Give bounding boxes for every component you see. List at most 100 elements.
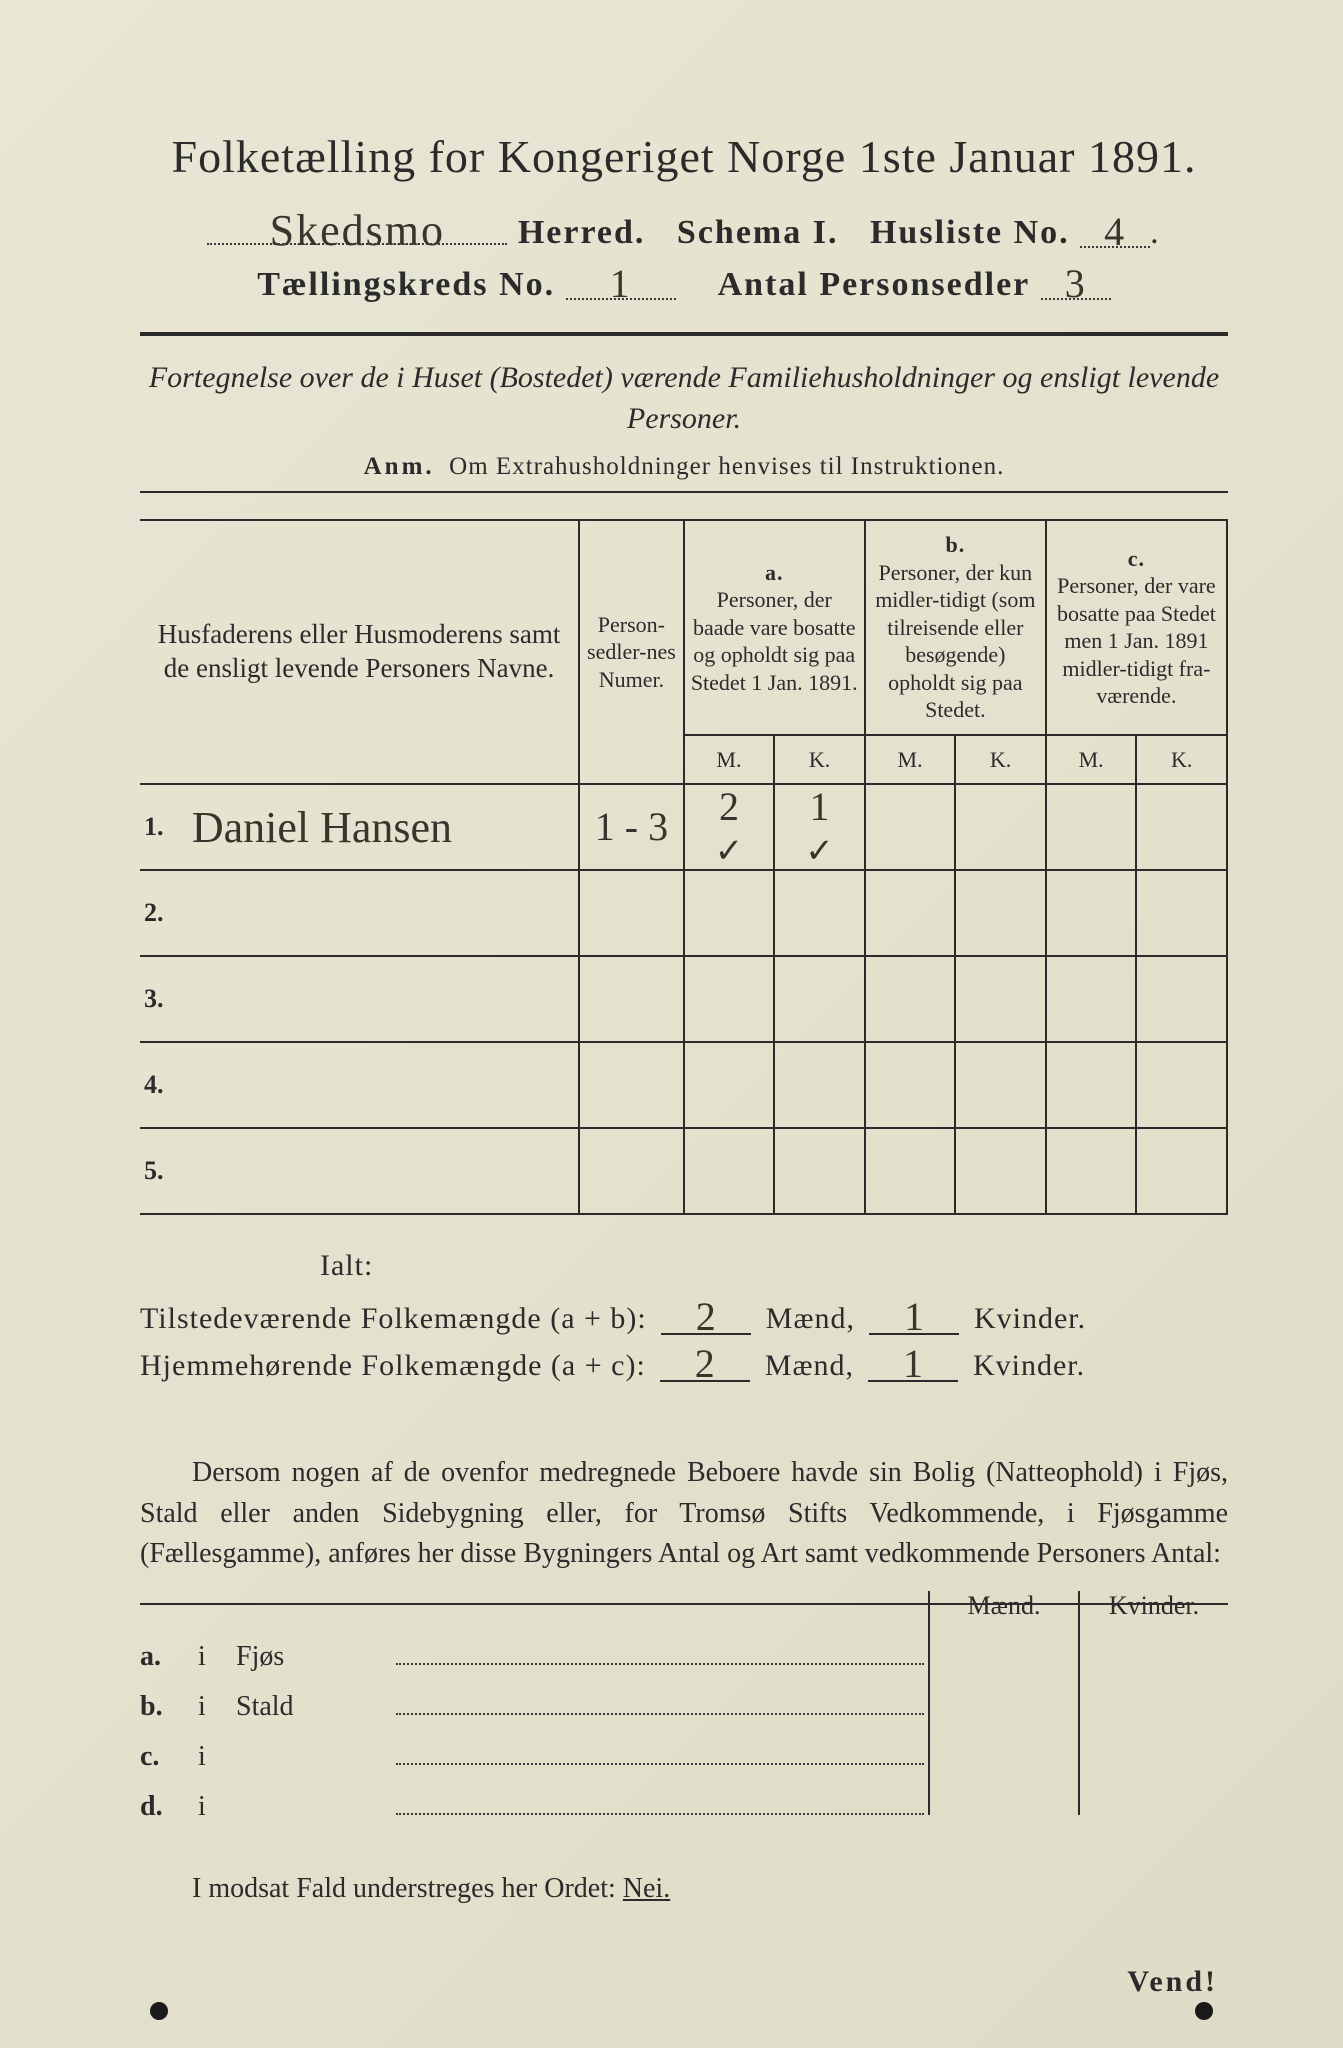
row-aK-hw: 1 <box>810 791 830 823</box>
col-b-text: Personer, der kun midler-tidigt (som til… <box>875 560 1035 723</box>
abcd-what: Stald <box>236 1691 396 1723</box>
totals-r1-m-slot: 2 <box>661 1299 751 1335</box>
binding-hole-icon <box>150 2002 168 2020</box>
col-header-numer: Person-sedler-nes Numer. <box>579 520 684 784</box>
row-aM <box>684 1128 775 1214</box>
row-number: 4. <box>140 1042 182 1128</box>
col-header-names-text: Husfaderens eller Husmoderens samt de en… <box>158 619 561 683</box>
nei-line: I modsat Fald understreges her Ordet: Ne… <box>140 1873 1228 1905</box>
row-numer: 1 - 3 <box>579 784 684 870</box>
vend-label: Vend! <box>140 1965 1228 1999</box>
row-aK <box>774 1128 865 1214</box>
sub-a-m: M. <box>684 735 775 785</box>
label-schema: Schema I. <box>677 214 839 251</box>
antal-handwritten: 3 <box>1065 268 1087 300</box>
abcd-col-k <box>1078 1765 1228 1815</box>
abcd-col-k <box>1078 1715 1228 1765</box>
row-cM <box>1046 1042 1137 1128</box>
row-name-cell <box>182 870 579 956</box>
totals-ialt: Ialt: <box>320 1249 1228 1283</box>
sidebygning-paragraph: Dersom nogen af de ovenfor medregnede Be… <box>140 1453 1228 1575</box>
row-name-cell <box>182 956 579 1042</box>
nei-prefix: I modsat Fald understreges her Ordet: <box>192 1873 623 1904</box>
totals-kvinder-2: Kvinder. <box>973 1349 1085 1382</box>
row-cM <box>1046 870 1137 956</box>
row-aK <box>774 1042 865 1128</box>
rule-thin-1 <box>140 491 1228 493</box>
sub-a-k: K. <box>774 735 865 785</box>
nei-word: Nei. <box>623 1873 670 1904</box>
intro-italic: Fortegnelse over de i Huset (Bostedet) v… <box>140 358 1228 439</box>
row-name-cell <box>182 1042 579 1128</box>
kreds-no-handwritten: 1 <box>610 268 632 300</box>
abcd-head-m: Mænd. <box>928 1591 1078 1627</box>
sub-c-k: K. <box>1136 735 1227 785</box>
row-bM <box>865 1042 956 1128</box>
row-aM-hw: 2 <box>719 791 739 823</box>
binding-hole-icon <box>1195 2002 1213 2020</box>
abcd-lbl: a. <box>140 1641 198 1673</box>
sub-b-m: M. <box>865 735 956 785</box>
abcd-i: i <box>198 1791 236 1823</box>
row-aM <box>684 956 775 1042</box>
husliste-no-field: 4 <box>1080 214 1150 248</box>
row-aK <box>774 870 865 956</box>
totals-r2-m: 2 <box>695 1348 716 1380</box>
sub-c-m: M. <box>1046 735 1137 785</box>
abcd-dots <box>396 1645 924 1665</box>
herred-field: Skedsmo <box>207 211 507 245</box>
totals-r2-m-slot: 2 <box>660 1346 750 1382</box>
census-table-body: 1. Daniel Hansen 1 - 3 2 ✓ 1 ✓ <box>140 784 1227 1214</box>
rule-thick-1 <box>140 332 1228 336</box>
col-a-text: Personer, der baade vare bosatte og opho… <box>691 587 858 695</box>
row-cK <box>1136 870 1227 956</box>
abcd-i: i <box>198 1741 236 1773</box>
totals-maend-1: Mænd, <box>766 1302 855 1335</box>
col-c-text: Personer, der vare bosatte paa Stedet me… <box>1057 573 1216 708</box>
row-number: 2. <box>140 870 182 956</box>
row-numer <box>579 956 684 1042</box>
abcd-col-k <box>1078 1665 1228 1715</box>
row-numer <box>579 1042 684 1128</box>
totals-row-ac: Hjemmehørende Folkemængde (a + c): 2 Mæn… <box>140 1346 1228 1383</box>
anm-text: Om Extrahusholdninger henvises til Instr… <box>449 453 1004 480</box>
row-aM <box>684 1042 775 1128</box>
sub-b-k: K. <box>955 735 1046 785</box>
row-cK <box>1136 956 1227 1042</box>
abcd-col-m <box>928 1715 1078 1765</box>
row-cK <box>1136 1042 1227 1128</box>
label-kreds: Tællingskreds No. <box>257 266 555 303</box>
totals-r2-k: 1 <box>903 1348 924 1380</box>
kreds-no-field: 1 <box>566 266 676 300</box>
row-aM-check: ✓ <box>715 833 744 870</box>
row-bK <box>955 784 1046 870</box>
abcd-lbl: d. <box>140 1791 198 1823</box>
row-numer <box>579 870 684 956</box>
row-cM <box>1046 956 1137 1042</box>
row-aK: 1 ✓ <box>774 784 865 870</box>
col-header-b: b. Personer, der kun midler-tidigt (som … <box>865 520 1046 735</box>
abcd-head-k: Kvinder. <box>1078 1591 1228 1627</box>
abcd-what: Fjøs <box>236 1641 396 1673</box>
row-aM <box>684 870 775 956</box>
totals-r1-k: 1 <box>904 1301 925 1333</box>
totals-row2-label: Hjemmehørende Folkemængde (a + c): <box>140 1349 646 1382</box>
row-cM <box>1046 784 1137 870</box>
title-text: Folketælling for Kongeriget Norge 1ste J… <box>172 131 1197 182</box>
husliste-no-handwritten: 4 <box>1104 216 1126 248</box>
row-cK <box>1136 784 1227 870</box>
col-header-names: Husfaderens eller Husmoderens samt de en… <box>140 520 579 784</box>
anm-line: Anm. Om Extrahusholdninger henvises til … <box>140 453 1228 481</box>
table-row: 1. Daniel Hansen 1 - 3 2 ✓ 1 ✓ <box>140 784 1227 870</box>
abcd-block: Mænd. Kvinder. a. i Fjøs b. i Stald c. i <box>140 1603 1228 1815</box>
col-c-tag: c. <box>1053 545 1220 573</box>
abcd-lbl: b. <box>140 1691 198 1723</box>
totals-row-ab: Tilstedeværende Folkemængde (a + b): 2 M… <box>140 1299 1228 1336</box>
anm-prefix: Anm. <box>364 453 435 480</box>
row-bM <box>865 956 956 1042</box>
row-aK <box>774 956 865 1042</box>
table-row: 2. <box>140 870 1227 956</box>
table-row: 5. <box>140 1128 1227 1214</box>
abcd-head: Mænd. Kvinder. <box>928 1591 1228 1627</box>
header-line-herred: Skedsmo Herred. Schema I. Husliste No. 4… <box>140 211 1228 252</box>
